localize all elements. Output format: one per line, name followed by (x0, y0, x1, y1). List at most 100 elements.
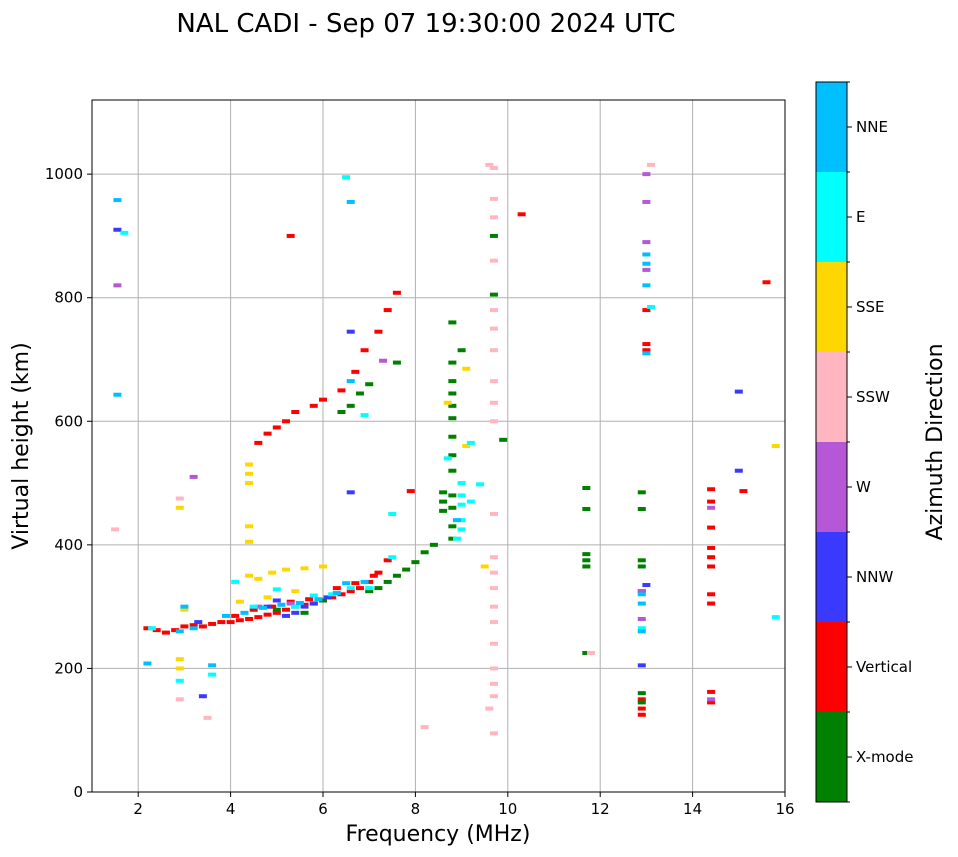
colorbar-swatch-nnw (816, 532, 847, 622)
data-point (637, 629, 646, 634)
plot-frame (91, 99, 786, 793)
data-point (637, 507, 646, 512)
data-point (489, 555, 498, 560)
data-point (282, 613, 291, 618)
data-point (489, 666, 498, 671)
data-point (771, 444, 780, 448)
data-point (466, 499, 475, 504)
data-point (365, 382, 374, 387)
data-point (194, 620, 203, 625)
series-ssw (111, 162, 656, 736)
data-point (637, 712, 646, 717)
data-point (282, 419, 291, 424)
data-point (392, 290, 401, 295)
data-point (249, 604, 258, 609)
data-point (189, 474, 198, 479)
series-w (113, 172, 716, 702)
colorbar: X-mode Vertical NNW W SSW SSE E NNE (816, 81, 913, 803)
data-point (637, 490, 646, 495)
data-point (582, 552, 591, 557)
series-e (120, 175, 780, 683)
data-point (642, 267, 651, 272)
data-point (443, 400, 452, 405)
data-point (420, 550, 429, 555)
data-point (268, 604, 277, 609)
chart-title: NAL CADI - Sep 07 19:30:00 2024 UTC (176, 9, 675, 39)
x-tick-label: 16 (775, 800, 794, 818)
data-point (489, 694, 498, 699)
data-point (180, 607, 189, 612)
series-x-mode (272, 233, 646, 705)
data-point (637, 564, 646, 569)
data-point (203, 715, 212, 720)
data-point (208, 672, 217, 677)
data-point (189, 626, 198, 631)
data-point (249, 607, 258, 612)
plot-data (111, 162, 780, 736)
data-point (734, 389, 743, 394)
data-point (489, 379, 498, 384)
data-point (231, 613, 240, 618)
data-point (457, 502, 466, 507)
data-point (489, 570, 498, 575)
y-tick-label: 600 (54, 412, 83, 430)
data-point (489, 620, 498, 625)
data-point (411, 560, 420, 565)
data-point (637, 691, 646, 696)
data-point (374, 586, 383, 591)
data-point (365, 589, 374, 594)
data-point (258, 605, 267, 610)
colorbar-tick-label: NNW (856, 568, 893, 586)
data-point (351, 369, 360, 374)
data-point (263, 595, 272, 600)
data-point (448, 524, 457, 529)
colorbar-swatch-ssw (816, 352, 847, 442)
data-point (277, 602, 286, 607)
data-point (448, 379, 457, 384)
x-tick-label: 6 (318, 800, 328, 818)
series-sse (175, 366, 780, 671)
data-point (175, 496, 184, 501)
data-point (642, 252, 651, 257)
data-point (175, 657, 184, 662)
data-point (254, 440, 263, 445)
data-point (476, 482, 485, 487)
data-point (489, 215, 498, 220)
data-point (707, 525, 716, 530)
data-point (365, 579, 374, 584)
data-point (300, 610, 309, 615)
colorbar-tick-label: E (856, 208, 865, 226)
data-point (240, 610, 249, 615)
data-point (485, 162, 494, 167)
data-point (319, 564, 327, 569)
data-point (452, 536, 461, 541)
colorbar-label: Azimuth Direction (923, 343, 948, 540)
series-nnw (113, 227, 743, 699)
data-point (355, 391, 364, 396)
data-point (198, 694, 207, 699)
data-point (346, 379, 355, 384)
data-point (254, 615, 263, 620)
data-point (642, 351, 651, 356)
data-point (245, 471, 254, 476)
data-point (328, 595, 337, 600)
data-point (175, 666, 184, 671)
data-point (439, 499, 448, 504)
data-point (489, 511, 498, 516)
data-point (642, 240, 651, 245)
data-point (113, 227, 122, 232)
x-tick-label: 2 (133, 800, 143, 818)
data-point (489, 308, 498, 313)
data-point (642, 348, 651, 353)
data-point (392, 573, 401, 578)
data-point (291, 410, 300, 415)
data-point (383, 579, 392, 584)
data-point (291, 610, 300, 615)
data-point (642, 308, 651, 313)
data-point (272, 587, 281, 592)
data-point (245, 539, 254, 544)
data-point (245, 617, 254, 621)
data-point (647, 162, 656, 167)
data-point (637, 626, 646, 631)
